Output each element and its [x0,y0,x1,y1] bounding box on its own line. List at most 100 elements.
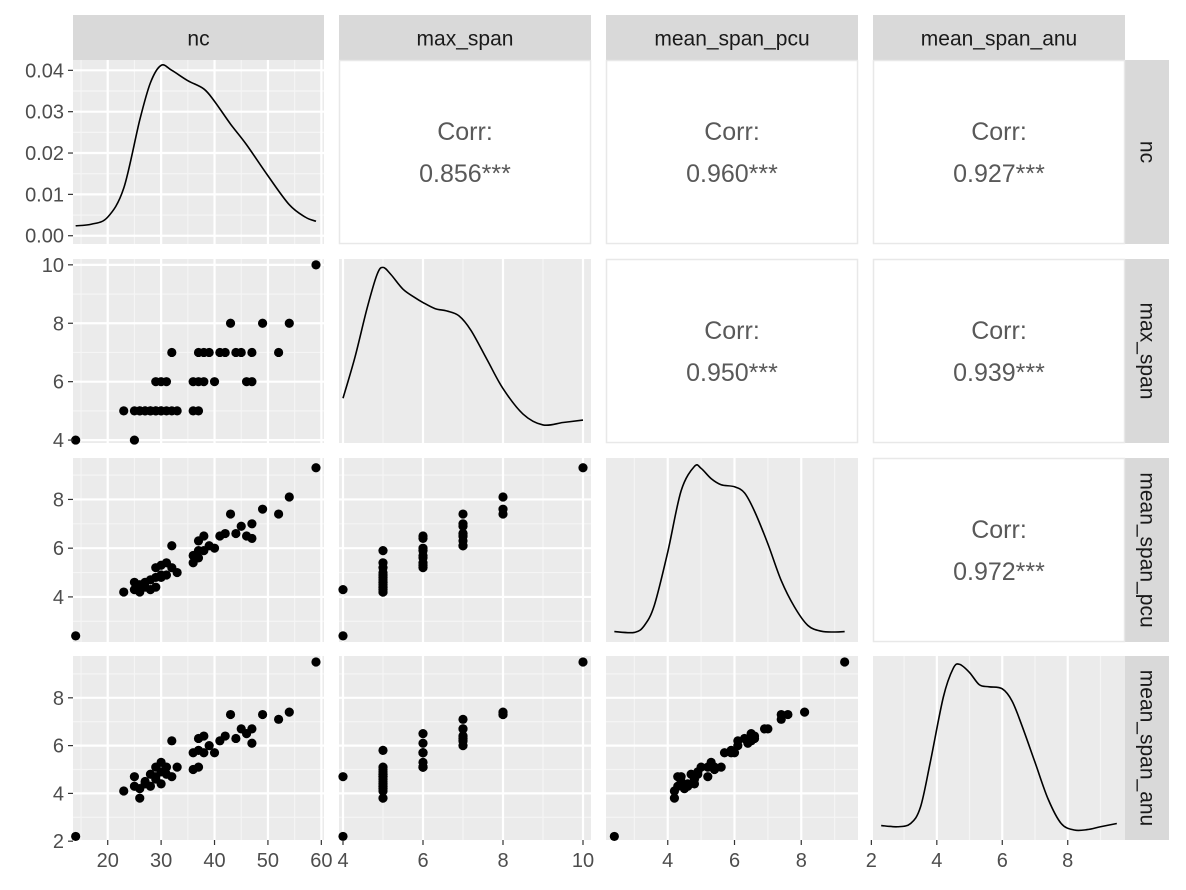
row-strip-bg [1125,259,1169,443]
panel-mean_span_anu-nc: 2 4 6 8 20 30 40 50 60 [53,656,332,872]
data-point [743,738,753,748]
data-point [458,509,468,519]
data-point [119,406,129,416]
corr-value: 0.950*** [686,359,778,387]
y-tick-label: 0.02 [25,143,64,165]
data-point [498,707,508,717]
x-tick-label: 40 [203,850,225,872]
x-tick-label: 6 [997,850,1008,872]
data-point [498,504,508,514]
panel-max_span-mean_span_anu: Corr: 0.939*** [872,258,1126,444]
data-point [167,736,177,746]
data-point [578,657,588,667]
data-point [458,519,468,529]
x-tick-label: 4 [337,850,348,872]
data-point [378,546,388,556]
y-tick-label: 6 [53,372,64,394]
data-point [458,733,468,744]
data-point [458,724,468,734]
data-point [284,492,294,502]
data-point [458,528,468,539]
x-tick-label: 60 [310,850,332,872]
panel-bg [606,458,858,642]
panel-bg [873,656,1125,840]
data-point [763,724,773,734]
col-strip-mean_span_pcu: mean_span_pcu [606,15,858,60]
col-strip-bg [606,15,858,60]
data-point [71,631,81,641]
data-point [669,793,680,803]
corr-panel-bg [872,457,1126,643]
col-strip-bg [873,15,1125,60]
row-strip-mean_span_pcu: mean_span_pcu [1125,458,1169,642]
data-point [199,531,209,541]
data-point [746,729,756,739]
panel-mean_span_pcu-nc: 4 6 8 [53,458,324,642]
data-point [199,748,209,758]
corr-value: 0.960*** [686,160,778,188]
x-tick-label: 30 [150,850,172,872]
data-point [220,528,230,539]
data-point [338,831,348,842]
col-strip-label: mean_span_pcu [654,28,809,51]
data-point [733,741,743,751]
corr-value: 0.972*** [953,558,1045,586]
panel-mean_span_pcu-mean_span_anu: Corr: 0.972*** [872,457,1126,643]
x-tick-label: 50 [257,850,279,872]
data-point [693,769,703,779]
y-tick-label: 0.00 [25,226,64,248]
row-strip-label: mean_span_pcu [1136,472,1159,627]
data-point [209,543,220,553]
corr-label: Corr: [437,118,493,146]
col-strip-nc: nc [73,15,324,60]
y-tick-label: 0.01 [25,184,64,206]
data-point [729,748,740,758]
x-tick-label: 8 [796,850,807,872]
data-point [274,509,284,519]
row-strip-label: mean_span_anu [1136,670,1159,826]
data-point [418,738,428,748]
data-point [673,781,683,791]
data-point [193,406,204,416]
data-point [696,762,706,772]
data-point [284,318,294,328]
corr-label: Corr: [971,317,1027,345]
data-point [257,318,268,328]
data-point [167,347,177,358]
data-point [257,709,268,720]
corr-panel-bg [872,59,1126,245]
data-point [151,582,161,592]
data-point [161,570,172,580]
row-strip-nc: nc [1125,60,1169,244]
row-strip-label: nc [1136,141,1159,163]
data-point [247,724,257,734]
y-tick-label: 0.04 [25,60,64,82]
data-point [193,553,204,563]
row-strip-bg [1125,458,1169,642]
data-point [378,567,388,578]
data-point [703,772,713,782]
data-point [418,729,428,739]
x-tick-label: 6 [417,850,428,872]
data-point [498,492,508,502]
corr-value: 0.939*** [953,359,1045,387]
data-point [378,764,388,775]
data-point [578,463,588,473]
data-point [284,707,294,717]
data-point [129,772,140,782]
density-curve-mean_span_anu [881,663,1117,832]
col-strip-max_span: max_span [339,15,591,60]
corr-panel-bg [872,258,1126,444]
y-tick-label: 8 [53,313,64,335]
data-point [71,831,81,842]
data-point [119,786,129,796]
data-point [167,541,177,551]
panel-max_span-nc: 4 6 8 10 [42,255,324,452]
data-point [209,377,220,387]
row-strip-bg [1125,656,1169,840]
panel-nc-max_span: Corr: 0.856*** [338,59,592,245]
data-point [199,377,209,387]
col-strip-label: nc [187,28,209,51]
data-point [135,793,145,803]
data-point [161,377,172,387]
